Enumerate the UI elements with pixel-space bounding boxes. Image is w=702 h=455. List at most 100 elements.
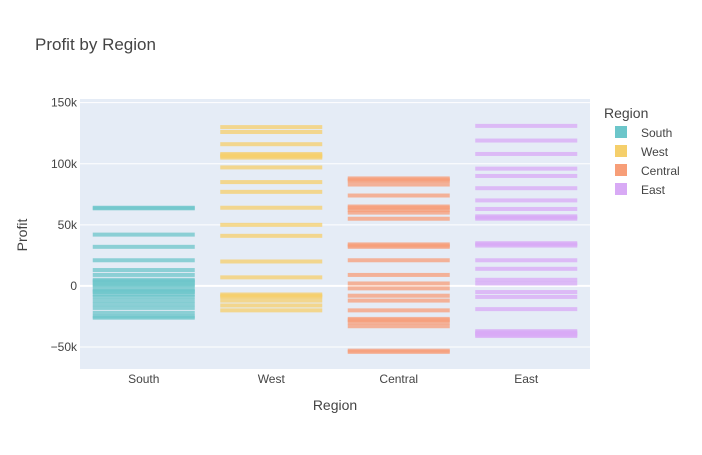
data-point bbox=[347, 349, 450, 354]
data-point bbox=[347, 244, 450, 249]
data-point bbox=[347, 178, 450, 183]
legend-swatch bbox=[615, 126, 627, 138]
data-point bbox=[347, 281, 450, 286]
data-point bbox=[92, 305, 195, 310]
data-point bbox=[475, 123, 578, 128]
data-point bbox=[92, 244, 195, 249]
legend-label: East bbox=[641, 183, 666, 197]
data-point bbox=[475, 266, 578, 271]
data-point bbox=[220, 259, 323, 264]
data-point bbox=[475, 138, 578, 143]
legend-items: South West Central East bbox=[615, 126, 680, 197]
data-point bbox=[220, 129, 323, 134]
data-point bbox=[347, 308, 450, 313]
legend-swatch bbox=[615, 145, 627, 157]
data-point bbox=[220, 275, 323, 280]
data-point bbox=[92, 310, 195, 315]
legend-label: Central bbox=[641, 164, 680, 178]
data-point bbox=[220, 142, 323, 147]
data-point bbox=[92, 258, 195, 263]
legend-title: Region bbox=[604, 105, 648, 121]
series-west bbox=[220, 125, 323, 313]
data-point bbox=[475, 206, 578, 211]
legend-label: West bbox=[641, 145, 669, 159]
data-point bbox=[475, 294, 578, 299]
data-point bbox=[347, 293, 450, 298]
series-south bbox=[92, 205, 195, 320]
y-axis-title: Profit bbox=[14, 219, 30, 252]
data-point bbox=[347, 298, 450, 303]
y-tick-labels: −50k 0 50k 100k 150k bbox=[51, 96, 78, 354]
data-point bbox=[220, 125, 323, 130]
series-central bbox=[347, 176, 450, 354]
data-point bbox=[92, 268, 195, 273]
data-point bbox=[347, 324, 450, 329]
data-point bbox=[347, 182, 450, 187]
legend-item-south[interactable]: South bbox=[615, 126, 672, 140]
data-point bbox=[347, 318, 450, 323]
data-point bbox=[475, 281, 578, 286]
data-point bbox=[92, 290, 195, 295]
legend-item-central[interactable]: Central bbox=[615, 164, 680, 178]
legend[interactable]: Region South West Central East bbox=[604, 105, 680, 197]
data-point bbox=[220, 180, 323, 185]
data-point bbox=[92, 294, 195, 299]
y-tick-label: 100k bbox=[51, 157, 78, 171]
data-point bbox=[92, 272, 195, 277]
data-point bbox=[347, 272, 450, 277]
data-point bbox=[475, 277, 578, 282]
series-east bbox=[475, 123, 578, 339]
data-point bbox=[92, 280, 195, 285]
data-point bbox=[92, 232, 195, 237]
data-point bbox=[92, 298, 195, 303]
data-point bbox=[220, 233, 323, 238]
x-tick-label: East bbox=[514, 372, 539, 386]
data-point bbox=[220, 222, 323, 227]
legend-swatch bbox=[615, 164, 627, 176]
data-point bbox=[347, 286, 450, 291]
legend-label: South bbox=[641, 126, 672, 140]
data-point bbox=[220, 298, 323, 303]
data-point bbox=[475, 334, 578, 339]
legend-item-west[interactable]: West bbox=[615, 145, 669, 159]
data-point bbox=[220, 303, 323, 308]
data-point bbox=[475, 243, 578, 248]
legend-swatch bbox=[615, 183, 627, 195]
data-point bbox=[92, 315, 195, 320]
data-point bbox=[475, 216, 578, 221]
data-point bbox=[475, 186, 578, 191]
x-tick-labels: South West Central East bbox=[128, 372, 539, 386]
data-point bbox=[475, 290, 578, 295]
chart-title: Profit by Region bbox=[35, 35, 156, 54]
data-point bbox=[475, 258, 578, 263]
data-point bbox=[347, 258, 450, 263]
x-tick-label: South bbox=[128, 372, 159, 386]
data-point bbox=[220, 189, 323, 194]
legend-item-east[interactable]: East bbox=[615, 183, 666, 197]
data-point bbox=[475, 173, 578, 178]
data-point bbox=[220, 308, 323, 313]
data-point bbox=[475, 151, 578, 156]
data-point bbox=[475, 307, 578, 312]
gridlines bbox=[80, 102, 590, 348]
data-point bbox=[475, 198, 578, 203]
y-tick-label: 150k bbox=[51, 96, 78, 110]
data-point bbox=[347, 216, 450, 221]
data-point bbox=[347, 320, 450, 325]
data-point bbox=[347, 193, 450, 198]
data-point bbox=[92, 302, 195, 307]
data-point bbox=[347, 208, 450, 213]
y-tick-label: −50k bbox=[51, 340, 78, 354]
x-tick-label: Central bbox=[379, 372, 418, 386]
x-tick-label: West bbox=[258, 372, 286, 386]
data-point bbox=[475, 166, 578, 171]
data-point bbox=[220, 294, 323, 299]
data-marks bbox=[92, 123, 578, 354]
data-point bbox=[220, 205, 323, 210]
data-point bbox=[92, 292, 195, 297]
data-point bbox=[220, 155, 323, 160]
data-point bbox=[92, 283, 195, 288]
y-tick-label: 0 bbox=[70, 279, 77, 293]
